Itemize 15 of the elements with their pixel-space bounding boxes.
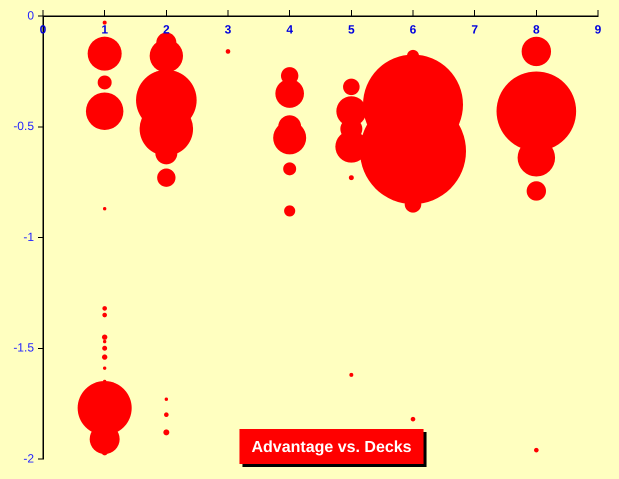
y-tick-label: -0.5 (13, 119, 34, 134)
x-tick-label: 6 (410, 22, 417, 36)
x-tick-label: 8 (532, 22, 540, 36)
x-tick-label: 1 (101, 22, 108, 36)
x-tick-label: 3 (224, 22, 232, 36)
x-tick-label: 5 (348, 22, 355, 36)
x-tick-label: 7 (471, 22, 478, 36)
y-tick-label: 0 (27, 8, 34, 22)
x-tick-label: 9 (594, 22, 602, 36)
y-tick-label: -1.5 (13, 340, 34, 355)
text: Advantage vs. Decks (251, 438, 412, 456)
y-tick-label: -2 (23, 451, 34, 466)
x-tick-label: 4 (286, 22, 294, 36)
y-tick-label: -1 (23, 230, 34, 244)
x-tick-label: 2 (162, 22, 170, 36)
